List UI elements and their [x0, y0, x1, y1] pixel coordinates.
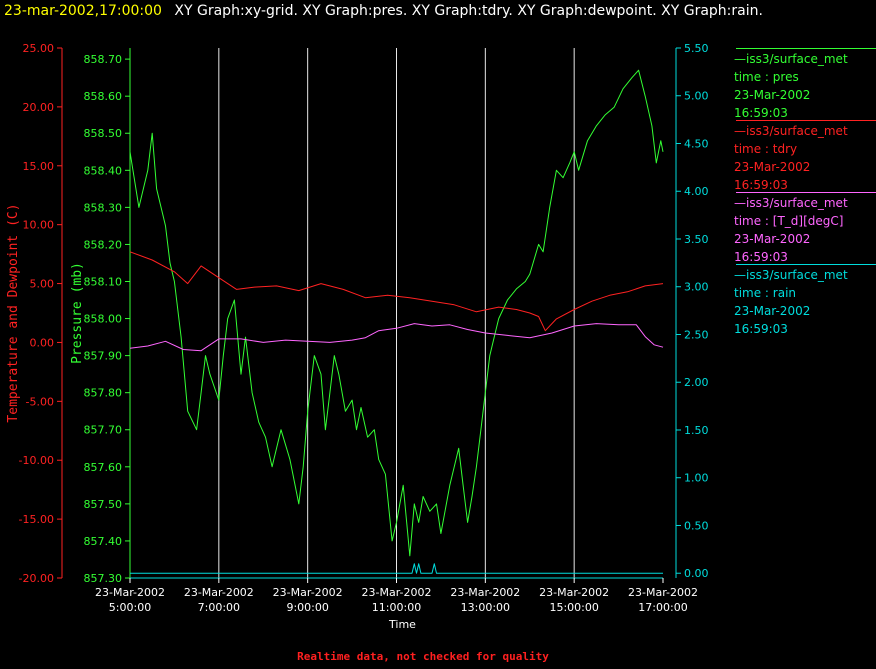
legend-entry: —iss3/surface_met time : tdry 23-Mar-2002 1…	[734, 120, 876, 192]
rain-tick-label: 0.00	[684, 567, 709, 580]
legend-entry: —iss3/surface_met time : pres 23-Mar-2002 1…	[734, 48, 876, 120]
legend-text: —iss3/surface_met	[734, 194, 876, 212]
pres-tick-label: 858.40	[84, 164, 123, 177]
temp-tick-label: 20.00	[23, 101, 55, 114]
rain-tick-label: 0.50	[684, 519, 709, 532]
pres-tick-label: 857.40	[84, 535, 123, 548]
legend-text: time : pres	[734, 68, 876, 86]
temp-tick-label: -10.00	[19, 454, 54, 467]
pres-tick-label: 857.70	[84, 424, 123, 437]
pres-tick-label: 857.50	[84, 498, 123, 511]
legend-text: time : [T_d][degC]	[734, 212, 876, 230]
legend-divider	[736, 192, 876, 193]
legend-text: —iss3/surface_met	[734, 122, 876, 140]
x-tick-date: 23-Mar-2002	[628, 586, 698, 599]
rain-tick-label: 2.50	[684, 328, 709, 341]
pres-tick-label: 858.50	[84, 127, 123, 140]
x-tick-date: 23-Mar-2002	[273, 586, 343, 599]
temp-axis-title: Temperature and Dewpoint (C)	[6, 203, 21, 422]
rain-tick-label: 1.50	[684, 424, 709, 437]
pres-tick-label: 858.20	[84, 238, 123, 251]
legend-divider	[736, 120, 876, 121]
legend-text: 23-Mar-2002	[734, 158, 876, 176]
legend-divider	[736, 264, 876, 265]
legend-entry: —iss3/surface_met time : rain 23-Mar-2002 1…	[734, 264, 876, 336]
pres-tick-label: 858.70	[84, 53, 123, 66]
legend: —iss3/surface_met time : pres 23-Mar-2002 1…	[734, 48, 876, 336]
temp-tick-label: 5.00	[30, 278, 55, 291]
x-tick-time: 7:00:00	[198, 601, 240, 614]
rain-tick-label: 3.00	[684, 281, 709, 294]
legend-divider	[736, 48, 876, 49]
x-tick-time: 9:00:00	[286, 601, 328, 614]
temp-tick-label: -5.00	[26, 395, 54, 408]
x-tick-time: 5:00:00	[109, 601, 151, 614]
pres-tick-label: 857.80	[84, 387, 123, 400]
pres-tick-label: 858.30	[84, 201, 123, 214]
temp-tick-label: 0.00	[30, 336, 55, 349]
legend-text: —iss3/surface_met	[734, 50, 876, 68]
temp-tick-label: 10.00	[23, 219, 55, 232]
x-tick-date: 23-Mar-2002	[362, 586, 432, 599]
legend-text: time : rain	[734, 284, 876, 302]
legend-entry: —iss3/surface_met time : [T_d][degC] 23-Ma…	[734, 192, 876, 264]
pres-tick-label: 857.90	[84, 350, 123, 363]
legend-text: 23-Mar-2002	[734, 302, 876, 320]
temp-tick-label: 15.00	[23, 160, 55, 173]
rain-tick-label: 5.00	[684, 90, 709, 103]
legend-text: 23-Mar-2002	[734, 230, 876, 248]
x-tick-date: 23-Mar-2002	[539, 586, 609, 599]
pres-tick-label: 858.00	[84, 313, 123, 326]
rain-tick-label: 3.50	[684, 233, 709, 246]
pres-tick-label: 858.10	[84, 275, 123, 288]
x-tick-time: 15:00:00	[549, 601, 598, 614]
x-tick-time: 17:00:00	[638, 601, 687, 614]
rain-tick-label: 4.00	[684, 185, 709, 198]
x-tick-date: 23-Mar-2002	[450, 586, 520, 599]
temp-tick-label: -15.00	[19, 513, 54, 526]
legend-text: time : tdry	[734, 140, 876, 158]
pres-tick-label: 857.60	[84, 461, 123, 474]
rain-tick-label: 4.50	[684, 137, 709, 150]
pres-tick-label: 857.30	[84, 572, 123, 585]
temp-tick-label: 25.00	[23, 42, 55, 55]
pres-tick-label: 858.60	[84, 90, 123, 103]
x-tick-date: 23-Mar-2002	[184, 586, 254, 599]
quality-notice: Realtime data, not checked for quality	[0, 650, 846, 663]
rain-tick-label: 5.50	[684, 42, 709, 55]
temp-tick-label: -20.00	[19, 572, 54, 585]
legend-text: 23-Mar-2002	[734, 86, 876, 104]
x-tick-time: 13:00:00	[461, 601, 510, 614]
x-tick-time: 11:00:00	[372, 601, 421, 614]
x-tick-date: 23-Mar-2002	[95, 586, 165, 599]
pres-axis-title: Pressure (mb)	[70, 262, 85, 364]
x-axis-title: Time	[388, 618, 416, 631]
legend-text: —iss3/surface_met	[734, 266, 876, 284]
rain-tick-label: 1.00	[684, 472, 709, 485]
rain-tick-label: 2.00	[684, 376, 709, 389]
legend-text: 16:59:03	[734, 320, 876, 338]
